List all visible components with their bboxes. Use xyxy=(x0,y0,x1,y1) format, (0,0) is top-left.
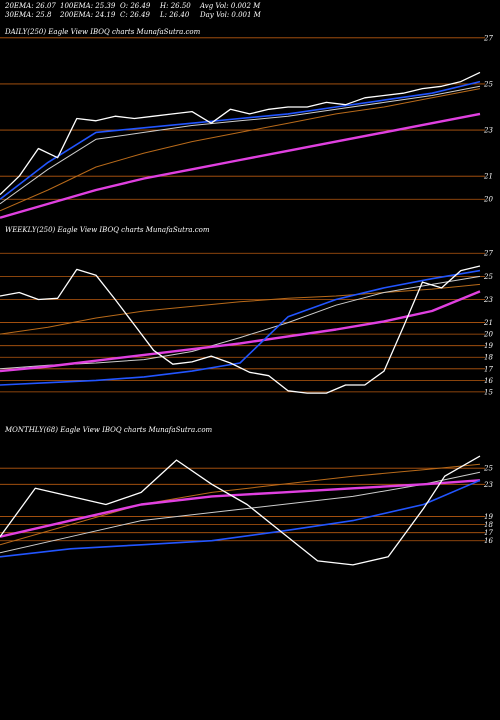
monthly-tick-label: 18 xyxy=(484,521,493,529)
header-high: H: 26.50 xyxy=(160,2,191,10)
daily-tick-label: 23 xyxy=(483,127,493,135)
monthly-tick-label: 17 xyxy=(484,529,493,537)
header-low: L: 26.40 xyxy=(160,11,190,19)
daily-tick-label: 25 xyxy=(483,80,493,88)
header-open: O: 26.49 xyxy=(120,2,151,10)
weekly-ema-slow-line xyxy=(0,283,481,335)
header-ema30: 30EMA: 25.8 xyxy=(5,11,52,19)
daily-price-line xyxy=(0,71,481,196)
header-day-vol: Day Vol: 0.001 M xyxy=(200,11,261,19)
weekly-ema-fast-line xyxy=(0,269,481,386)
monthly-tick-label: 25 xyxy=(483,465,493,473)
weekly-tick-label: 19 xyxy=(484,342,493,350)
weekly-tick-label: 18 xyxy=(484,354,493,362)
weekly-tick-label: 20 xyxy=(483,331,493,339)
header-ema100: 100EMA: 25.39 xyxy=(60,2,116,10)
weekly-tick-label: 16 xyxy=(484,377,493,385)
daily-panel-title: DAILY(250) Eagle View IBOQ charts Munafa… xyxy=(5,28,201,36)
monthly-tick-label: 16 xyxy=(484,537,493,545)
daily-tick-label: 27 xyxy=(483,34,493,42)
header-close: C: 26.49 xyxy=(120,11,150,19)
weekly-ema-long-line xyxy=(0,290,481,373)
weekly-tick-label: 15 xyxy=(484,388,493,396)
weekly-tick-label: 17 xyxy=(484,365,493,373)
weekly-tick-label: 27 xyxy=(483,250,493,258)
weekly-price-line xyxy=(0,265,481,394)
weekly-tick-label: 23 xyxy=(483,296,493,304)
daily-ema-slow-line xyxy=(0,88,481,212)
header-avg-vol: Avg Vol: 0.002 M xyxy=(200,2,261,10)
daily-ema-fast-line xyxy=(0,80,481,200)
weekly-chart-panel: 27 25 23 21 20 19 18 17 16 15 xyxy=(0,250,493,396)
monthly-ema-fast-line xyxy=(0,479,481,558)
monthly-ema-mid-line xyxy=(0,471,481,554)
daily-ema-long-line xyxy=(0,112,481,219)
header-ema200: 200EMA: 24.19 xyxy=(60,11,116,19)
daily-chart-panel: 27 25 23 21 20 xyxy=(0,34,493,219)
weekly-panel-title: WEEKLY(250) Eagle View IBOQ charts Munaf… xyxy=(5,226,210,234)
header-ema20: 20EMA: 26.07 xyxy=(5,2,56,10)
daily-tick-label: 20 xyxy=(483,196,493,204)
monthly-ema-long-line xyxy=(0,479,481,538)
monthly-tick-label: 23 xyxy=(483,481,493,489)
monthly-ema-slow-line xyxy=(0,463,481,546)
daily-tick-label: 21 xyxy=(483,173,493,181)
weekly-tick-label: 25 xyxy=(483,273,493,281)
monthly-tick-label: 19 xyxy=(484,513,493,521)
monthly-price-line xyxy=(0,455,481,566)
daily-ema-mid-line xyxy=(0,85,481,205)
monthly-panel-title: MONTHLY(68) Eagle View IBOQ charts Munaf… xyxy=(5,426,213,434)
weekly-tick-label: 21 xyxy=(483,319,493,327)
